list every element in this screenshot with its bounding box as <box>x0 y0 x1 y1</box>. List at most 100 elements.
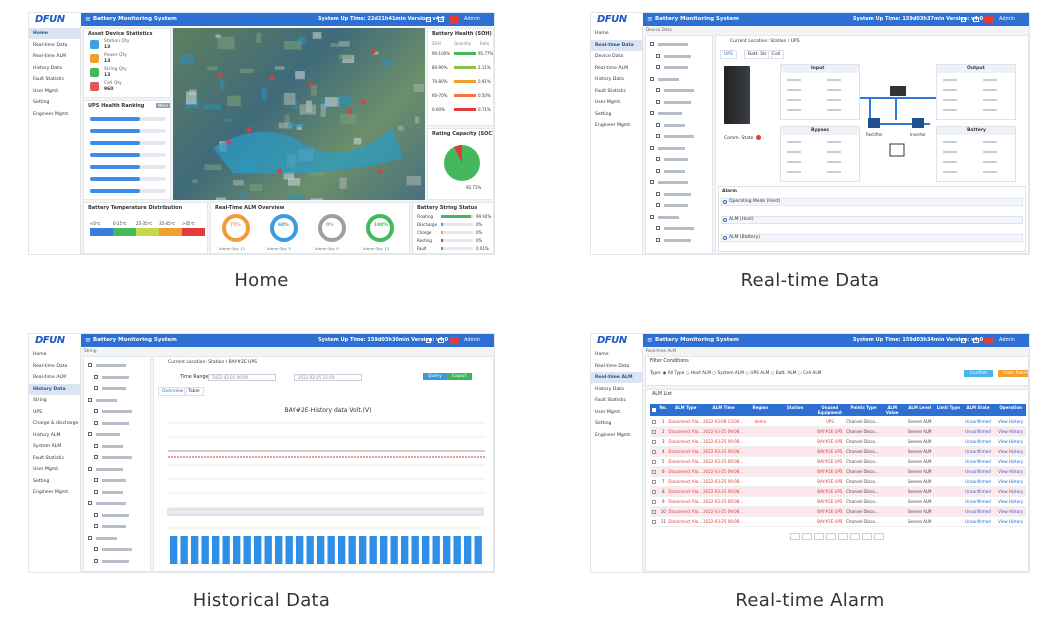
row-checkbox[interactable] <box>652 440 656 444</box>
tree-toggle[interactable] <box>88 432 92 436</box>
menu-item[interactable]: Home <box>591 349 642 360</box>
tree-node[interactable] <box>102 375 129 379</box>
tree-toggle[interactable] <box>656 53 660 58</box>
tree-node[interactable] <box>658 43 688 46</box>
user-name[interactable]: Admin <box>464 337 480 343</box>
end-input[interactable]: 2022-03-25 23:59 <box>294 374 362 381</box>
tree-node[interactable] <box>102 525 126 528</box>
table-cell[interactable]: View History <box>998 439 1024 444</box>
menu-item[interactable]: User Mgmt. <box>591 407 642 418</box>
fullscreen-icon[interactable] <box>961 17 966 22</box>
tree-toggle[interactable] <box>650 76 654 81</box>
menu-item[interactable]: History Data <box>591 74 642 85</box>
menu-item[interactable]: History Data <box>29 383 80 395</box>
menu-item[interactable]: Real-time ALM <box>29 51 80 62</box>
menu-item[interactable]: String <box>29 395 80 406</box>
menu-label[interactable]: Engineer Mgmt. <box>33 490 70 495</box>
tree-toggle[interactable] <box>656 122 660 127</box>
menu-label[interactable]: Real-time Data <box>595 42 634 48</box>
tree-toggle[interactable] <box>88 535 92 540</box>
menu-item[interactable]: Real-time Data <box>591 39 642 51</box>
tree-node[interactable] <box>664 66 688 69</box>
menu-label[interactable]: User Mgmt. <box>595 100 622 105</box>
menu-label[interactable]: Fault Statistic <box>595 88 627 94</box>
tree-toggle[interactable] <box>656 157 660 161</box>
menu-item[interactable]: History Data <box>29 63 80 74</box>
user-name[interactable]: Admin <box>464 16 480 22</box>
tree-toggle[interactable] <box>94 386 98 390</box>
table-cell[interactable]: View History <box>998 419 1024 424</box>
menu-item[interactable]: History Data <box>591 384 642 395</box>
row-checkbox[interactable] <box>652 470 656 474</box>
menu-item[interactable]: Home <box>591 28 642 39</box>
menu-label[interactable]: Home <box>595 352 609 357</box>
tree-toggle[interactable] <box>94 524 98 528</box>
tree-node[interactable] <box>664 100 691 104</box>
tree-toggle[interactable] <box>656 65 660 69</box>
menu-label[interactable]: Setting <box>595 421 612 426</box>
tree-node[interactable] <box>658 181 688 184</box>
menu-label[interactable]: Engineer Mgmt. <box>595 432 632 438</box>
menu-label[interactable]: Real-time ALM <box>33 54 67 59</box>
table-cell[interactable]: View History <box>998 479 1024 484</box>
tree-toggle[interactable] <box>94 374 98 379</box>
tree-toggle[interactable] <box>94 409 98 413</box>
table-cell[interactable]: View History <box>998 459 1024 464</box>
menu-label[interactable]: Fault Statistic <box>33 77 65 82</box>
menu-label[interactable]: Fault Statistic <box>33 455 65 461</box>
pager-button[interactable] <box>874 533 884 540</box>
tab[interactable]: Overview <box>158 387 188 396</box>
folder-icon[interactable] <box>973 338 979 343</box>
row-checkbox[interactable] <box>652 490 656 494</box>
menu-item[interactable]: UPS <box>29 407 80 418</box>
user-name[interactable]: Admin <box>999 337 1015 343</box>
menu-item[interactable]: Setting <box>29 476 80 487</box>
pager-button[interactable] <box>814 533 824 540</box>
query-button[interactable]: Query <box>423 373 447 380</box>
tree-toggle[interactable] <box>656 226 660 230</box>
tree-node[interactable] <box>96 364 126 367</box>
tree-node[interactable] <box>96 536 117 540</box>
tree-toggle[interactable] <box>650 42 654 46</box>
tree-node[interactable] <box>664 135 694 138</box>
menu-item[interactable]: Home <box>29 349 80 360</box>
fullscreen-icon[interactable] <box>426 338 431 343</box>
fullscreen-icon[interactable] <box>961 338 966 343</box>
menu-label[interactable]: Home <box>33 352 47 357</box>
menu-label[interactable]: Device Data <box>595 54 624 59</box>
table-cell[interactable]: View History <box>998 429 1024 434</box>
menu-item[interactable]: Engineer Mgmt. <box>29 487 80 498</box>
tree-toggle[interactable] <box>94 455 98 459</box>
tree-node[interactable] <box>664 89 694 92</box>
menu-item[interactable]: Fault Statistic <box>29 74 80 85</box>
row-checkbox[interactable] <box>652 420 656 424</box>
menu-label[interactable]: Engineer Mgmt. <box>595 123 632 128</box>
tree-toggle[interactable] <box>88 466 92 471</box>
menu-label[interactable]: User Mgmt. <box>33 88 60 94</box>
tree-node[interactable] <box>664 123 685 127</box>
pager-button[interactable] <box>826 533 836 540</box>
folder-icon[interactable] <box>973 17 979 22</box>
tree-toggle[interactable] <box>650 180 654 184</box>
tree-node[interactable] <box>102 444 123 448</box>
tree-node[interactable] <box>664 227 694 230</box>
folder-icon[interactable] <box>438 17 444 22</box>
menu-item[interactable]: Fault Statistic <box>591 395 642 406</box>
menu-item[interactable]: Real-time Data <box>591 361 642 372</box>
tree-toggle[interactable] <box>650 145 654 150</box>
menu-item[interactable]: User Mgmt. <box>29 464 80 475</box>
tree-toggle[interactable] <box>94 478 98 482</box>
tree-node[interactable] <box>658 215 679 219</box>
menu-label[interactable]: Home <box>33 31 48 36</box>
menu-item[interactable]: Real-time ALM <box>591 372 642 383</box>
pager-button[interactable] <box>838 533 848 540</box>
filter-type[interactable]: Type: ◉ All Type ○ Host ALM ○ System ALM… <box>650 371 822 376</box>
menu-item[interactable]: Home <box>29 28 80 39</box>
menu-item[interactable]: History ALM <box>29 430 80 441</box>
confirm-button[interactable]: Confirm <box>964 370 993 377</box>
tree-node[interactable] <box>102 513 129 517</box>
tree-node[interactable] <box>102 456 132 459</box>
alarm-badge[interactable] <box>449 337 459 344</box>
more-button[interactable]: More <box>156 103 170 108</box>
alarm-badge[interactable] <box>449 16 459 23</box>
